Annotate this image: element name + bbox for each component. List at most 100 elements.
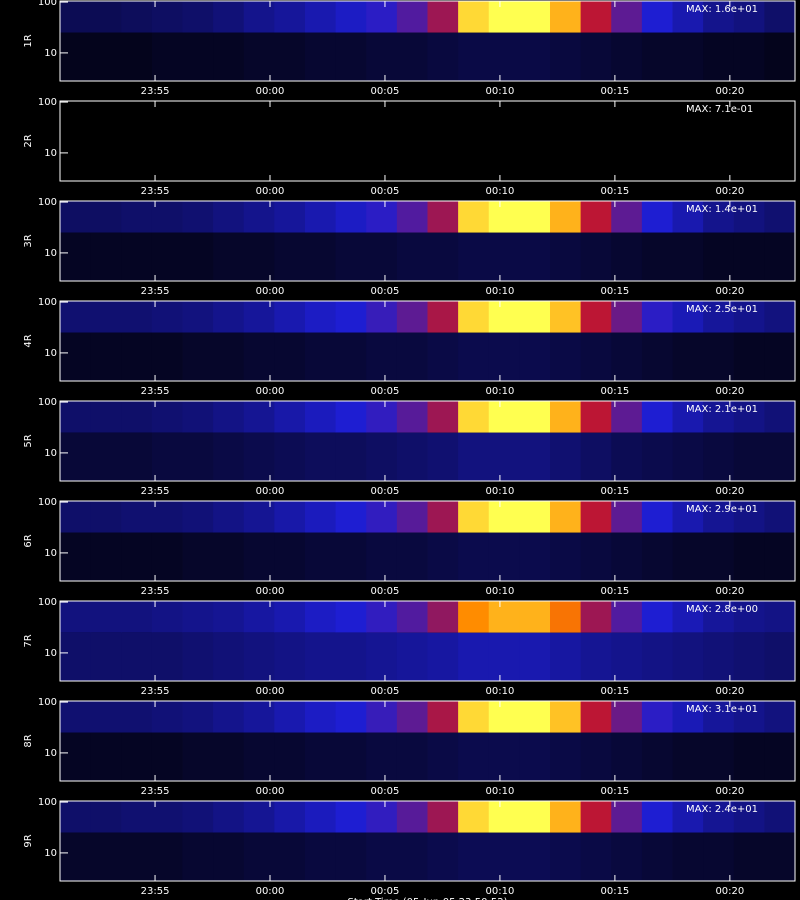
heat-cell bbox=[366, 301, 398, 333]
heat-cell bbox=[703, 501, 735, 533]
heat-cell bbox=[427, 532, 459, 581]
x-tick-label: 00:10 bbox=[486, 586, 515, 597]
max-annotation: MAX: 2.8e+00 bbox=[686, 604, 758, 615]
heat-cell bbox=[488, 1, 520, 33]
heat-cell bbox=[121, 701, 153, 733]
heat-cell bbox=[703, 101, 735, 133]
heat-cell bbox=[213, 501, 245, 533]
heat-cell bbox=[274, 732, 306, 781]
heat-cell bbox=[274, 132, 306, 181]
heat-cell bbox=[243, 632, 275, 681]
heat-cell bbox=[427, 801, 459, 833]
y-tick-label: 10 bbox=[44, 648, 57, 659]
x-tick-label: 00:20 bbox=[715, 586, 744, 597]
max-annotation: MAX: 7.1e-01 bbox=[686, 104, 753, 115]
heat-cell bbox=[672, 732, 704, 781]
x-tick-label: 00:15 bbox=[600, 686, 629, 697]
heat-cell bbox=[182, 832, 214, 881]
heat-cell bbox=[151, 401, 183, 433]
y-tick-label: 10 bbox=[44, 248, 57, 259]
heat-cell bbox=[427, 732, 459, 781]
heat-cell bbox=[151, 632, 183, 681]
heat-cell bbox=[488, 601, 520, 633]
heat-cell bbox=[90, 32, 122, 81]
heat-cell bbox=[121, 301, 153, 333]
heat-cell bbox=[611, 301, 643, 333]
y-axis-label: 1R bbox=[23, 34, 34, 47]
heat-cell bbox=[182, 501, 214, 533]
y-axis-label: 8R bbox=[23, 734, 34, 747]
heat-cell bbox=[366, 732, 398, 781]
heat-cell bbox=[213, 132, 245, 181]
heat-cell bbox=[488, 332, 520, 381]
heat-cell bbox=[488, 501, 520, 533]
heat-cell bbox=[764, 701, 796, 733]
heat-cell bbox=[550, 801, 582, 833]
heat-cell bbox=[274, 801, 306, 833]
heat-cell bbox=[580, 701, 612, 733]
heat-cell bbox=[641, 132, 673, 181]
heat-cell bbox=[90, 132, 122, 181]
x-axis-label: Start Time (05-Jun-05 23:50:52) bbox=[348, 897, 508, 900]
heat-cell bbox=[182, 632, 214, 681]
heat-cell bbox=[672, 232, 704, 281]
heat-cell bbox=[519, 201, 551, 233]
heat-cell bbox=[90, 432, 122, 481]
heat-cell bbox=[672, 632, 704, 681]
max-annotation: MAX: 2.1e+01 bbox=[686, 404, 758, 415]
heat-cell bbox=[611, 601, 643, 633]
x-tick-label: 00:10 bbox=[486, 86, 515, 97]
x-tick-label: 00:05 bbox=[371, 686, 400, 697]
heat-cell bbox=[305, 332, 337, 381]
heat-cell bbox=[305, 501, 337, 533]
heat-cell bbox=[703, 532, 735, 581]
heat-cell bbox=[458, 501, 490, 533]
heat-cell bbox=[243, 132, 275, 181]
heat-cell bbox=[672, 601, 704, 633]
heat-cell bbox=[641, 532, 673, 581]
heat-cell bbox=[458, 32, 490, 81]
heat-cell bbox=[182, 401, 214, 433]
heat-cell bbox=[611, 701, 643, 733]
heat-cell bbox=[641, 101, 673, 133]
y-tick-label: 100 bbox=[38, 397, 57, 408]
heat-cell bbox=[335, 232, 367, 281]
y-tick-label: 100 bbox=[38, 197, 57, 208]
heat-cell bbox=[151, 101, 183, 133]
x-tick-label: 23:55 bbox=[141, 186, 170, 197]
heat-cell bbox=[733, 332, 765, 381]
heat-cell bbox=[335, 801, 367, 833]
heat-cell bbox=[580, 801, 612, 833]
heat-cell bbox=[396, 601, 428, 633]
heat-cell bbox=[243, 532, 275, 581]
heat-cell bbox=[672, 832, 704, 881]
heat-cell bbox=[243, 332, 275, 381]
heat-cell bbox=[213, 332, 245, 381]
heat-cell bbox=[427, 201, 459, 233]
heat-cell bbox=[213, 201, 245, 233]
heat-cell bbox=[335, 132, 367, 181]
x-tick-label: 23:55 bbox=[141, 286, 170, 297]
heat-cell bbox=[213, 232, 245, 281]
heat-cell bbox=[550, 832, 582, 881]
heat-cell bbox=[611, 201, 643, 233]
heat-cell bbox=[611, 432, 643, 481]
heat-cell bbox=[60, 101, 92, 133]
max-annotation: MAX: 2.4e+01 bbox=[686, 804, 758, 815]
heat-cell bbox=[488, 832, 520, 881]
x-tick-label: 23:55 bbox=[141, 86, 170, 97]
heat-cell bbox=[396, 301, 428, 333]
heat-cell bbox=[151, 1, 183, 33]
heat-cell bbox=[580, 832, 612, 881]
heat-cell bbox=[550, 1, 582, 33]
heat-cell bbox=[305, 301, 337, 333]
heat-cell bbox=[151, 701, 183, 733]
x-tick-label: 00:20 bbox=[715, 186, 744, 197]
x-tick-label: 00:10 bbox=[486, 486, 515, 497]
heat-cell bbox=[519, 632, 551, 681]
heat-cell bbox=[151, 301, 183, 333]
heat-cell bbox=[305, 1, 337, 33]
y-tick-label: 10 bbox=[44, 848, 57, 859]
x-tick-label: 23:55 bbox=[141, 586, 170, 597]
heat-cell bbox=[121, 101, 153, 133]
